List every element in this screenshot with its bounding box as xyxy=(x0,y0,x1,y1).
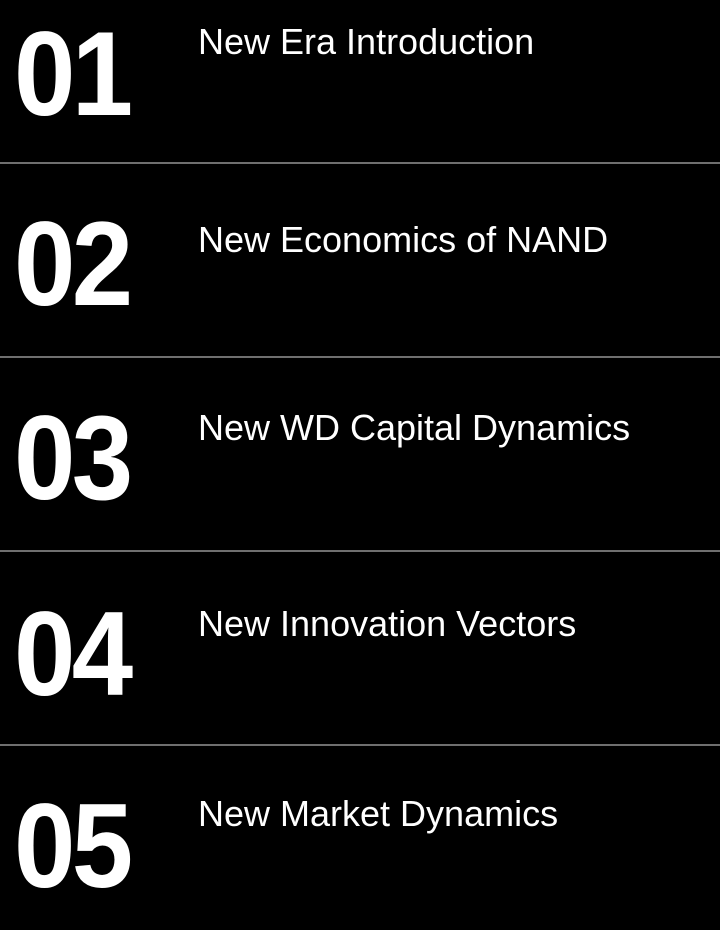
divider xyxy=(0,356,720,358)
item-number: 02 xyxy=(14,197,133,331)
item-title: New Innovation Vectors xyxy=(198,603,577,644)
item-title: New Economics of NAND xyxy=(198,219,609,260)
divider xyxy=(0,162,720,164)
item-number: 04 xyxy=(14,587,133,721)
item-number: 01 xyxy=(14,7,133,141)
item-title: New WD Capital Dynamics xyxy=(198,407,631,448)
divider xyxy=(0,744,720,746)
item-number: 03 xyxy=(14,391,133,525)
item-title: New Market Dynamics xyxy=(198,793,559,834)
item-title: New Era Introduction xyxy=(198,21,535,62)
item-number: 05 xyxy=(14,779,133,913)
divider xyxy=(0,550,720,552)
